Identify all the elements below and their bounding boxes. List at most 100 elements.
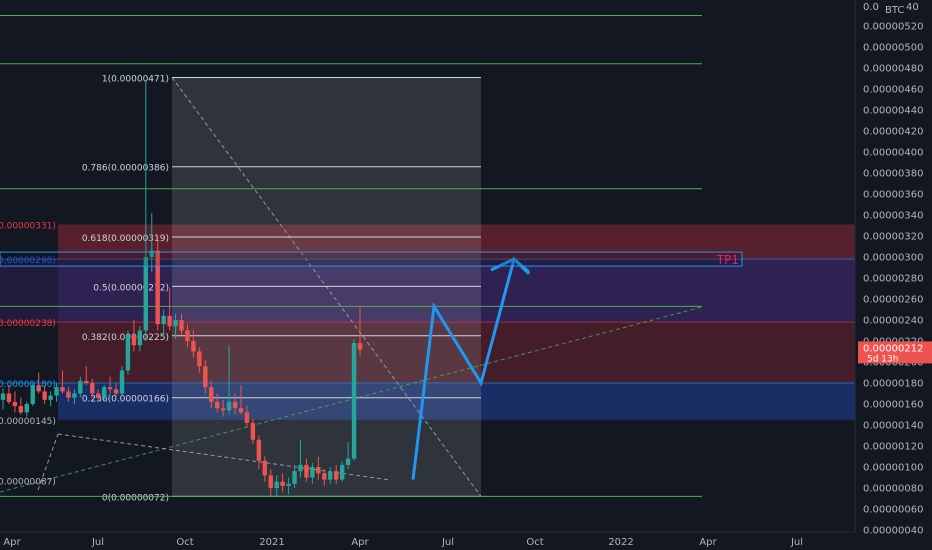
candle-body <box>30 385 35 404</box>
candle-body <box>292 471 297 484</box>
price-tick-label-partial-tail: 40 <box>906 2 919 13</box>
price-tick-label-partial: 0.0 <box>863 2 879 13</box>
candle-body <box>125 334 131 371</box>
candle-body <box>185 330 190 341</box>
price-tick-label: 0.00000280 <box>863 274 923 285</box>
trend-lines <box>0 306 703 493</box>
fibonacci-retracement[interactable]: 1(0.00000471) 0.786(0.00000386) 0.618(0.00… <box>82 74 482 503</box>
candle-body <box>149 250 154 257</box>
time-axis[interactable]: Apr Jul Oct 2021 Apr Jul Oct 2022 Apr Jul <box>0 531 855 550</box>
price-tick-label: 0.00000080 <box>863 484 923 495</box>
price-axis-bg <box>855 0 932 550</box>
candle-body <box>155 250 160 325</box>
current-price-value: 0.00000212 <box>863 343 923 354</box>
candle-body <box>203 366 208 388</box>
candle-body <box>173 320 178 327</box>
zone-red-dark <box>58 322 855 383</box>
candle-body <box>351 343 357 459</box>
candle-body <box>274 481 279 488</box>
candle-body <box>143 257 148 331</box>
candle-body <box>256 439 262 461</box>
fib-trend-line <box>171 77 482 497</box>
candle-body <box>101 387 107 398</box>
fib-level-label: 1(0.00000471) <box>102 74 169 84</box>
candle-body <box>6 393 12 402</box>
tp1-text: TP1 <box>716 253 739 267</box>
price-tick-label: 0.00000100 <box>863 463 923 474</box>
candlestick-series <box>0 81 363 497</box>
candle-body <box>18 406 24 413</box>
candle-body <box>268 475 273 488</box>
candle-body <box>72 393 77 398</box>
time-tick-label: 2022 <box>608 537 633 548</box>
left-price-label: 0.00000180) <box>0 380 56 390</box>
candle-body <box>107 387 113 390</box>
price-tick-label: 0.00000520 <box>863 22 923 33</box>
candle-body <box>357 343 363 350</box>
candle-body <box>334 471 339 480</box>
fib-level-label: 0.5(0.00000272) <box>93 283 169 293</box>
tp1-label: TP1 <box>0 251 743 267</box>
candle-body <box>60 387 65 392</box>
price-tick-label: 0.00000500 <box>863 43 923 54</box>
candle-body <box>304 464 309 478</box>
price-tick-label: 0.00000480 <box>863 64 923 75</box>
candle-body <box>316 467 321 474</box>
zone-blue <box>58 383 855 420</box>
time-tick-label: 2021 <box>259 537 284 548</box>
fib-level-label: 0.236(0.00000166) <box>82 395 169 405</box>
fib-level-label: 0.382(0.00000225) <box>82 333 169 343</box>
candle-body <box>232 401 238 409</box>
candle-body <box>84 380 89 383</box>
candle-body <box>36 385 41 392</box>
price-tick-label: 0.00000140 <box>863 421 923 432</box>
candle-body <box>280 481 285 486</box>
fib-level-label: 0(0.00000072) <box>102 493 169 503</box>
left-price-label: 0.00000145) <box>0 417 56 427</box>
candle-body <box>137 330 143 346</box>
price-tick-label: 0.00000240 <box>863 316 923 327</box>
time-tick-label: Oct <box>526 537 543 548</box>
candle-body <box>113 389 119 394</box>
price-axis[interactable]: 0.00000520 0.00000500 0.00000480 0.00000460… <box>854 0 932 550</box>
candle-body <box>54 387 59 396</box>
time-tick-label: Apr <box>699 537 717 548</box>
left-price-label: 0.00000087) <box>0 478 56 488</box>
current-price-tag <box>858 341 932 364</box>
horizontal-levels <box>0 15 855 497</box>
candle-body <box>12 401 18 407</box>
candle-body <box>226 401 232 411</box>
candle-body <box>220 408 226 411</box>
zone-red <box>58 224 855 260</box>
candle-body <box>215 401 220 409</box>
candle-body <box>209 387 214 402</box>
left-price-label: 0.00000331) <box>0 221 56 231</box>
price-tick-label: 0.00000060 <box>863 505 923 516</box>
price-tick-label: 0.00000120 <box>863 442 923 453</box>
candle-body <box>96 393 101 398</box>
candle-body <box>286 483 291 486</box>
price-tick-label: 0.00000420 <box>863 127 923 138</box>
left-price-labels: 0.00000331) 0.00000298) 0.00000238) 0.00000… <box>0 221 56 487</box>
left-price-label: 0.00000238) <box>0 319 56 329</box>
candle-body <box>191 341 196 352</box>
price-tick-label: 0.00000300 <box>863 253 923 264</box>
price-tick-label: 0.00000440 <box>863 106 923 117</box>
candle-body <box>161 315 166 325</box>
current-price-countdown: 5d 13h <box>867 354 898 364</box>
time-tick-label: Apr <box>3 537 21 548</box>
candle-body <box>238 408 244 413</box>
candle-body <box>90 383 95 394</box>
candle-body <box>322 473 327 480</box>
price-tick-label: 0.00000040 <box>863 526 923 537</box>
price-zones <box>0 224 855 420</box>
candle-body <box>167 315 172 327</box>
fib-level-label: 0.618(0.00000319) <box>82 234 169 244</box>
candle-body <box>78 380 83 394</box>
candle-body <box>179 320 184 331</box>
left-price-label: 0.00000298) <box>0 256 56 266</box>
candle-body <box>24 404 29 413</box>
candle-body <box>298 464 303 472</box>
